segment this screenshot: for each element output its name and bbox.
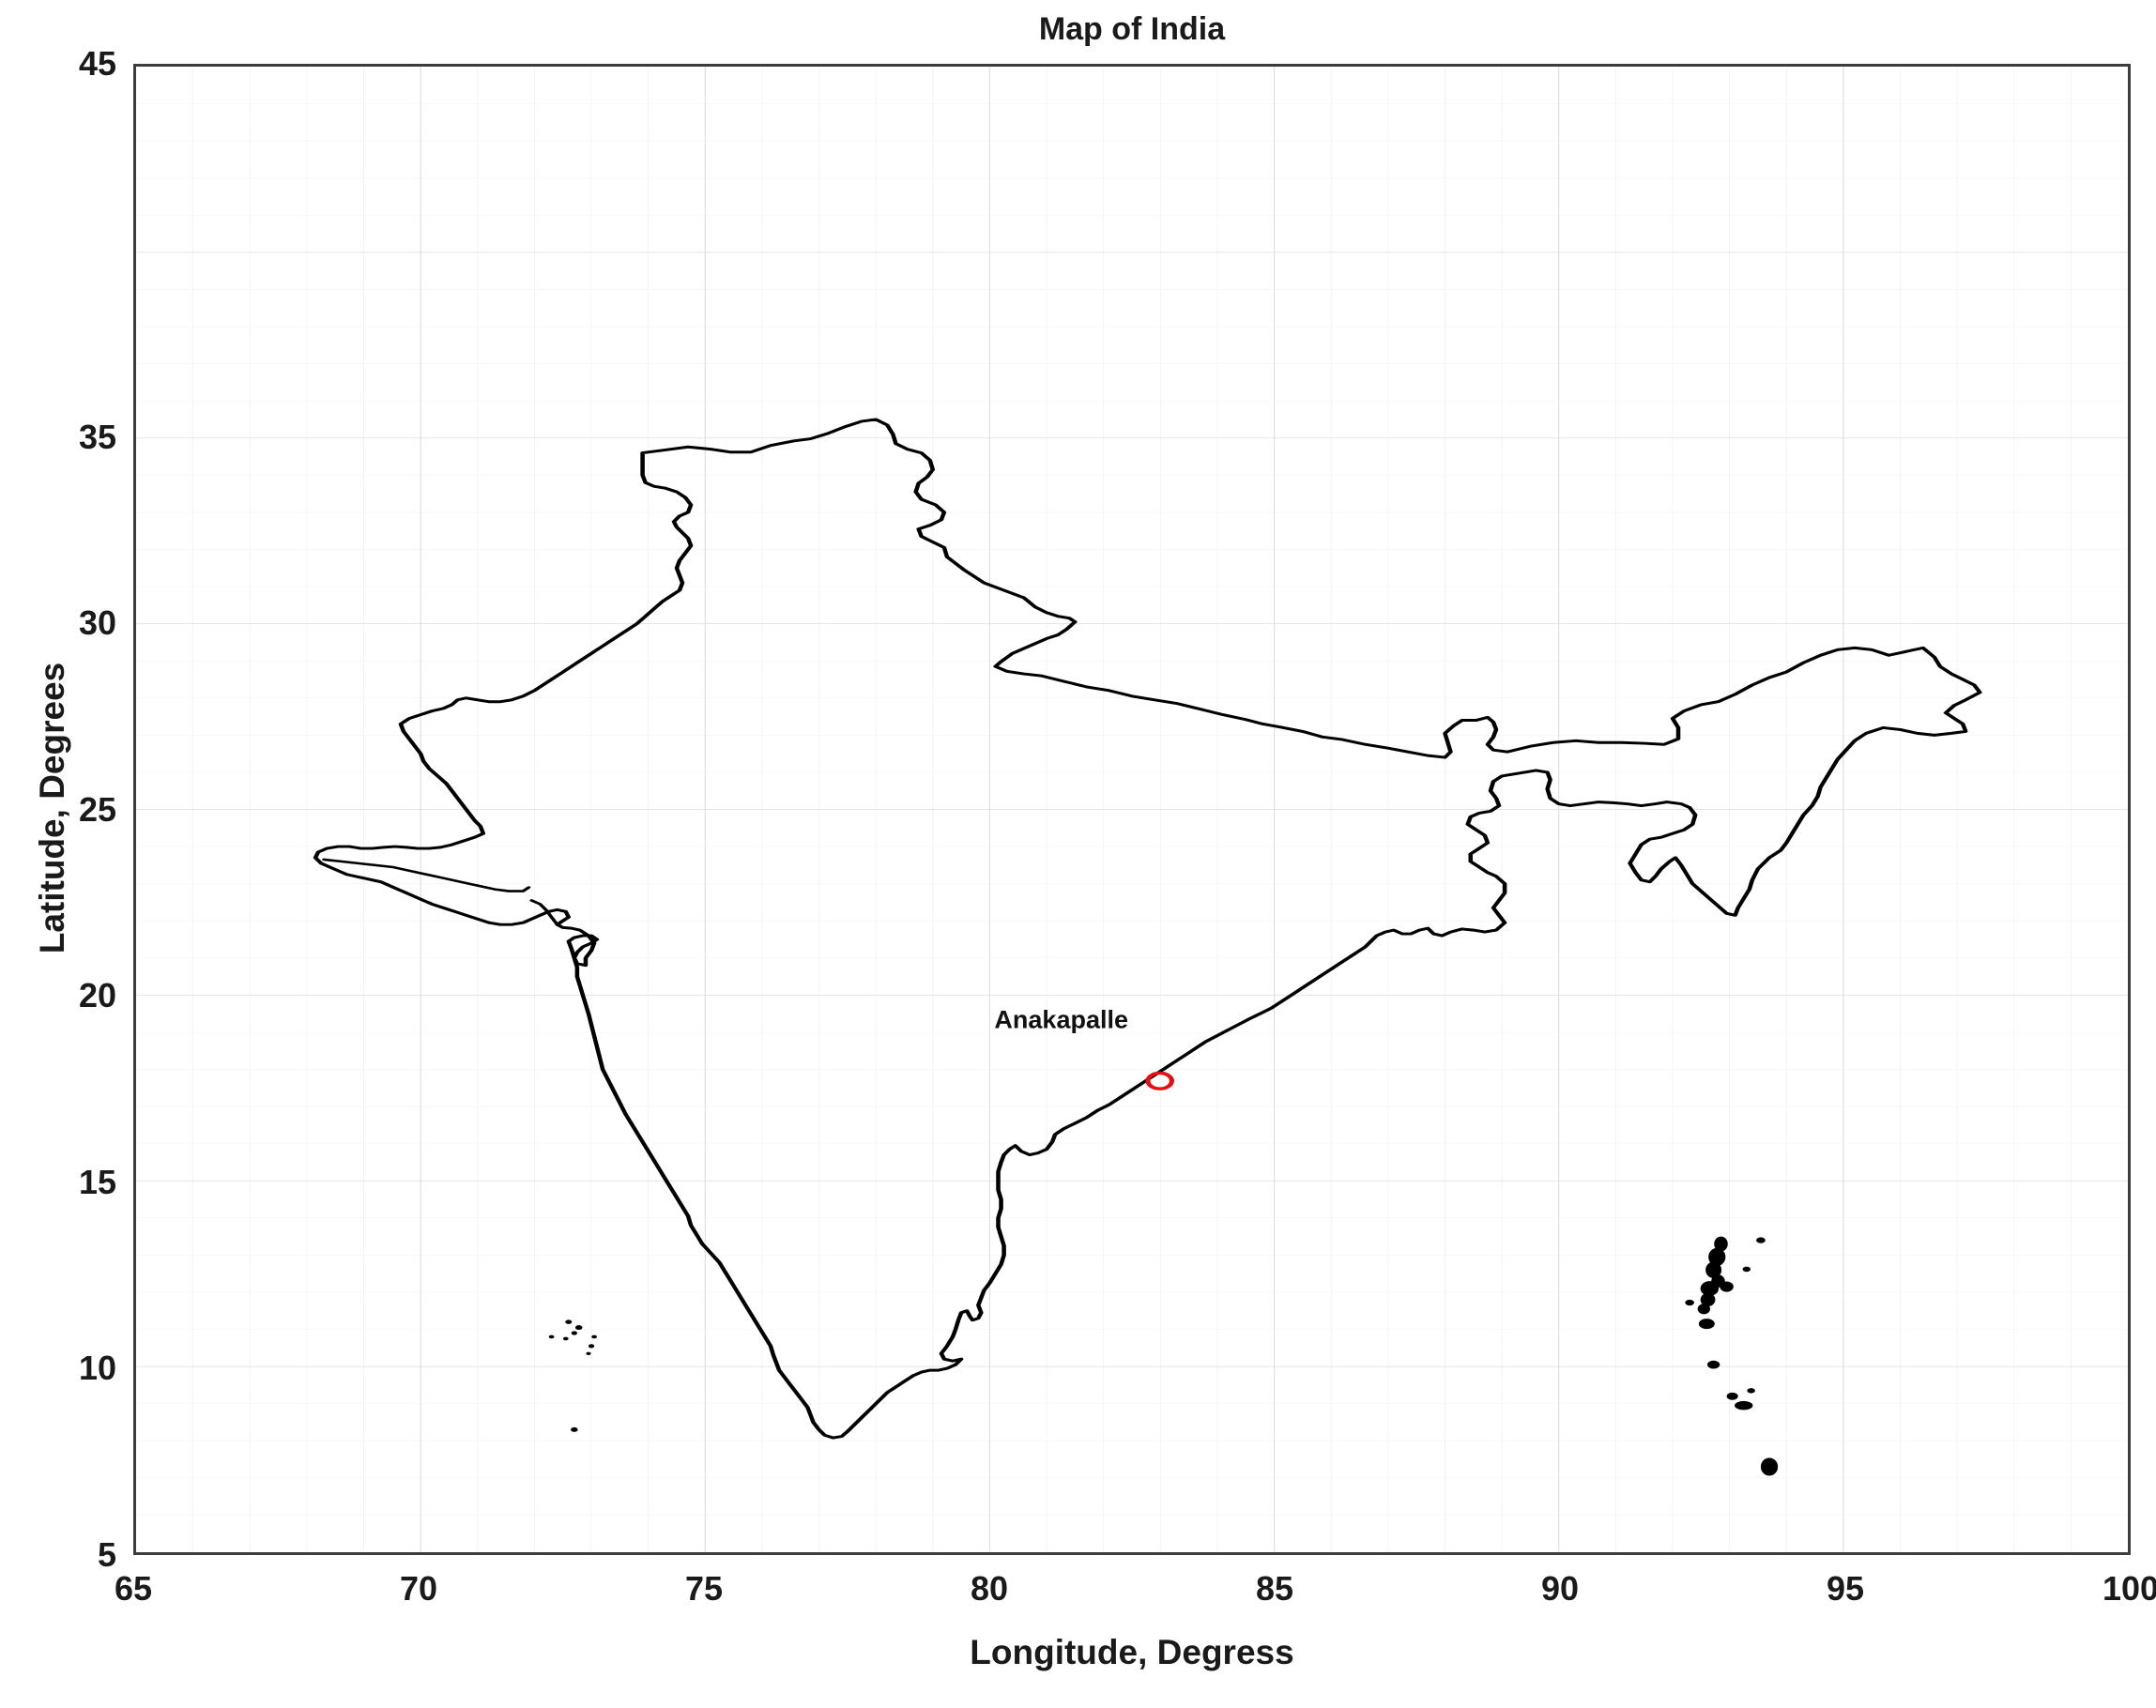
y-tick-5: 5: [97, 1535, 116, 1574]
andaman-islands: [1685, 1236, 1779, 1476]
anakapalle-marker: [1145, 1071, 1175, 1090]
y-tick-30: 30: [78, 603, 116, 642]
india-mainland-outline: [313, 418, 1982, 1440]
y-tick-15: 15: [78, 1163, 116, 1201]
lakshadweep-islands: [548, 1319, 597, 1432]
x-tick-90: 90: [1540, 1569, 1580, 1608]
x-tick-80: 80: [970, 1569, 1009, 1608]
y-tick-10: 10: [78, 1349, 116, 1387]
y-tick-25: 25: [78, 790, 116, 829]
x-tick-85: 85: [1255, 1569, 1294, 1608]
x-tick-70: 70: [399, 1569, 438, 1608]
kutch-inner-shore: [322, 858, 531, 892]
anakapalle-label: Anakapalle: [994, 1005, 1128, 1034]
page-title: Map of India: [1038, 11, 1226, 47]
major-gridlines: [136, 67, 2128, 1552]
x-tick-100: 100: [2102, 1569, 2156, 1608]
gujarat-coast-detail: [529, 899, 559, 926]
y-tick-20: 20: [78, 976, 116, 1014]
map-svg: [136, 67, 2128, 1552]
x-tick-65: 65: [114, 1569, 153, 1608]
plot-area: [133, 64, 2131, 1555]
y-tick-45: 45: [78, 44, 116, 83]
x-tick-75: 75: [684, 1569, 724, 1608]
x-axis-label: Longitude, Degress: [970, 1633, 1294, 1671]
y-tick-35: 35: [78, 418, 116, 456]
x-tick-95: 95: [1826, 1569, 1865, 1608]
